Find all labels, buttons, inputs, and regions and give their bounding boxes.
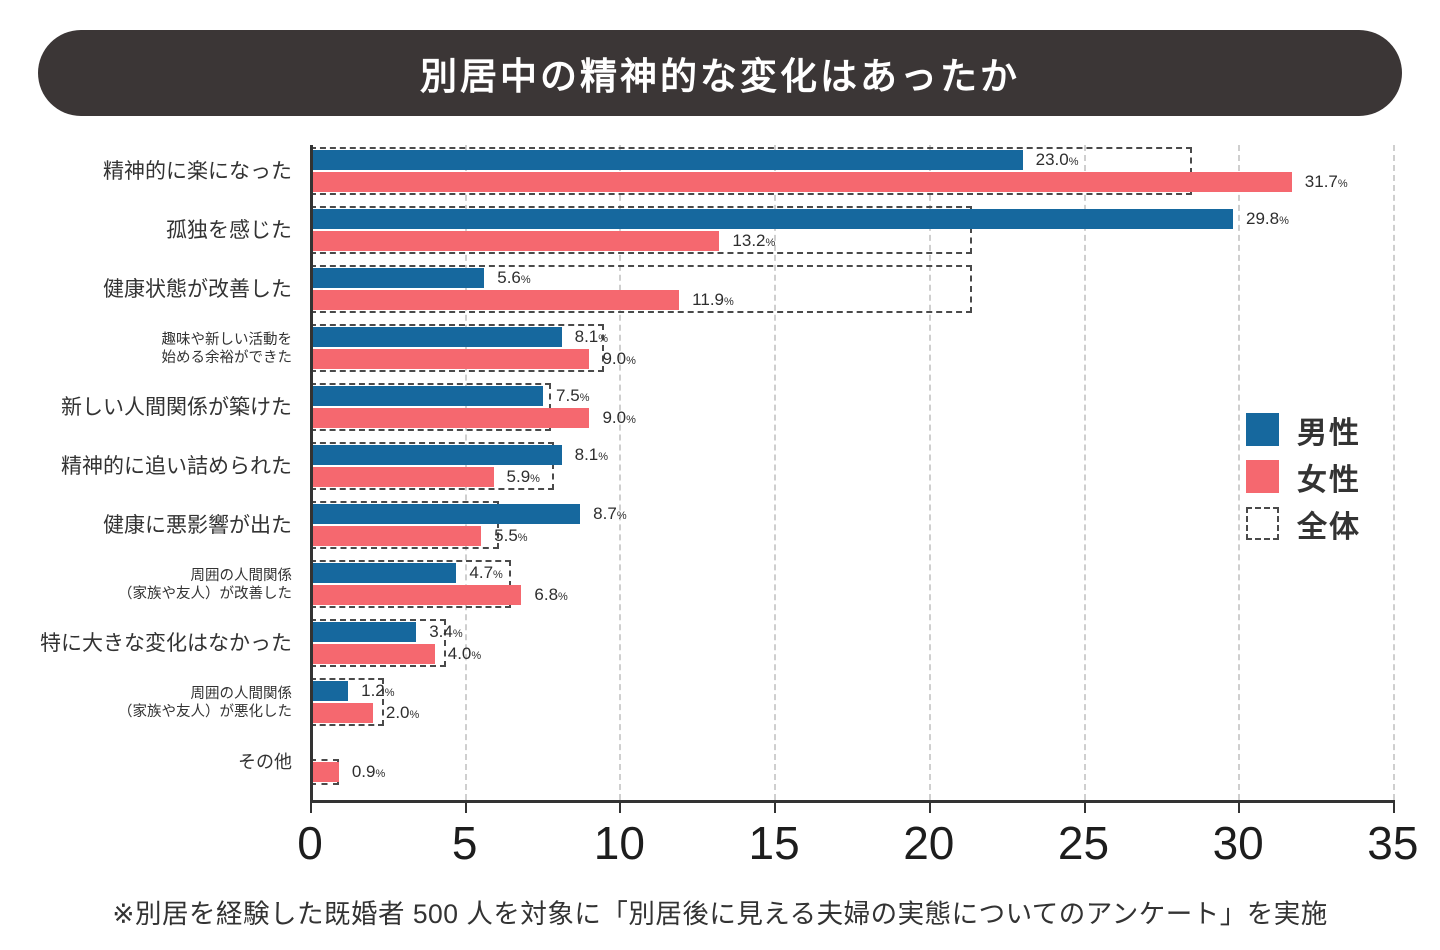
axis-tick	[464, 800, 467, 813]
male-value-label: 1.2%	[361, 681, 395, 700]
overall-swatch-icon	[1246, 507, 1279, 540]
female-bar	[311, 762, 339, 782]
male-bar	[311, 445, 562, 465]
female-bar	[311, 644, 435, 664]
male-bar	[311, 504, 581, 524]
gridline	[1392, 145, 1395, 800]
category-label: その他	[238, 751, 292, 772]
axis-tick-label: 20	[903, 817, 955, 869]
male-bar	[311, 268, 485, 288]
axis-tick-label: 5	[451, 817, 478, 869]
female-bar	[311, 172, 1292, 192]
axis-tick	[1083, 800, 1086, 813]
category-label: 精神的に追い詰められた	[61, 454, 292, 478]
male-bar	[311, 622, 417, 642]
female-bar	[311, 703, 373, 723]
female-bar	[311, 408, 590, 428]
axis-tick	[928, 800, 931, 813]
axis-tick	[774, 800, 777, 813]
legend-item-female: 女性	[1246, 460, 1361, 497]
axis-tick-label: 25	[1057, 817, 1110, 869]
male-bar	[311, 386, 544, 406]
female-bar	[311, 231, 720, 251]
axis-tick	[310, 800, 312, 813]
category-label: 健康に悪影響が出た	[103, 513, 292, 537]
legend-item-overall: 全体	[1246, 507, 1361, 544]
legend-female-label: 女性	[1297, 463, 1361, 497]
female-value-label: 6.8%	[534, 585, 568, 604]
female-value-label: 2.0%	[385, 703, 420, 722]
male-bar	[311, 327, 562, 347]
female-bar	[311, 526, 482, 546]
female-bar	[311, 290, 680, 310]
category-label: 特に大きな変化はなかった	[40, 631, 292, 655]
y-axis-line	[310, 145, 313, 800]
legend-item-male: 男性	[1246, 413, 1361, 450]
male-bar	[311, 150, 1023, 170]
category-label: 周囲の人間関係 （家族や友人）が悪化した	[118, 685, 292, 720]
male-bar	[311, 563, 457, 583]
male-value-label: 29.8%	[1246, 209, 1289, 228]
axis-tick-label: 30	[1212, 817, 1264, 869]
female-value-label: 5.9%	[506, 467, 540, 486]
female-value-label: 9.0%	[602, 349, 636, 368]
male-value-label: 3.4%	[429, 622, 463, 641]
category-label: 孤独を感じた	[166, 218, 292, 242]
chart-title-pill: 別居中の精神的な変化はあったか	[38, 30, 1402, 116]
female-value-label: 13.2%	[732, 231, 776, 250]
legend-male-label: 男性	[1297, 416, 1361, 450]
female-value-label: 31.7%	[1304, 172, 1348, 191]
axis-tick	[619, 800, 622, 813]
category-label: 新しい人間関係が築けた	[61, 395, 292, 419]
male-bar	[311, 681, 349, 701]
legend-overall-label: 全体	[1297, 510, 1361, 544]
category-label: 精神的に楽になった	[103, 159, 292, 183]
axis-tick-label: 35	[1367, 817, 1419, 869]
gridline	[774, 145, 777, 800]
male-value-label: 8.1%	[574, 327, 609, 346]
male-bar	[311, 209, 1233, 229]
female-value-label: 5.5%	[494, 526, 528, 545]
axis-tick	[1238, 800, 1241, 813]
legend: 男性 女性 全体	[1246, 413, 1361, 554]
female-swatch-icon	[1246, 460, 1279, 493]
male-value-label: 8.1%	[574, 445, 609, 464]
gridline	[1083, 145, 1086, 800]
x-axis-line	[310, 800, 1395, 803]
gridline	[1238, 145, 1241, 800]
bar-chart: 0 5 10 15 20 25 30 35 精神的に楽になった 23.0% 31.7% 孤独を感じた 2…	[0, 130, 1440, 870]
female-value-label: 11.9%	[692, 290, 734, 309]
gridline	[619, 145, 622, 800]
category-label: 健康状態が改善した	[103, 277, 292, 301]
female-bar	[311, 585, 522, 605]
male-value-label: 8.7%	[593, 504, 627, 523]
category-label: 周囲の人間関係 （家族や友人）が改善した	[118, 567, 292, 602]
male-value-label: 4.7%	[469, 563, 503, 582]
male-value-label: 23.0%	[1035, 150, 1079, 169]
male-swatch-icon	[1246, 413, 1279, 446]
female-value-label: 0.9%	[351, 762, 386, 781]
chart-title: 別居中の精神的な変化はあったか	[420, 56, 1020, 97]
axis-tick-label: 10	[593, 817, 645, 869]
axis-tick-label: 15	[748, 817, 800, 869]
female-bar	[311, 467, 494, 487]
axis-tick	[1392, 800, 1395, 813]
footnote: ※別居を経験した既婚者 500 人を対象に「別居後に見える夫婦の実態についてのア…	[112, 899, 1328, 929]
gridline	[928, 145, 931, 800]
male-value-label: 5.6%	[497, 268, 531, 287]
male-value-label: 7.5%	[556, 386, 590, 405]
axis-tick-label: 0	[297, 817, 323, 869]
category-label: 趣味や新しい活動を 始める余裕ができた	[161, 331, 293, 366]
female-value-label: 4.0%	[447, 644, 482, 663]
female-value-label: 9.0%	[602, 408, 636, 427]
female-bar	[311, 349, 590, 369]
